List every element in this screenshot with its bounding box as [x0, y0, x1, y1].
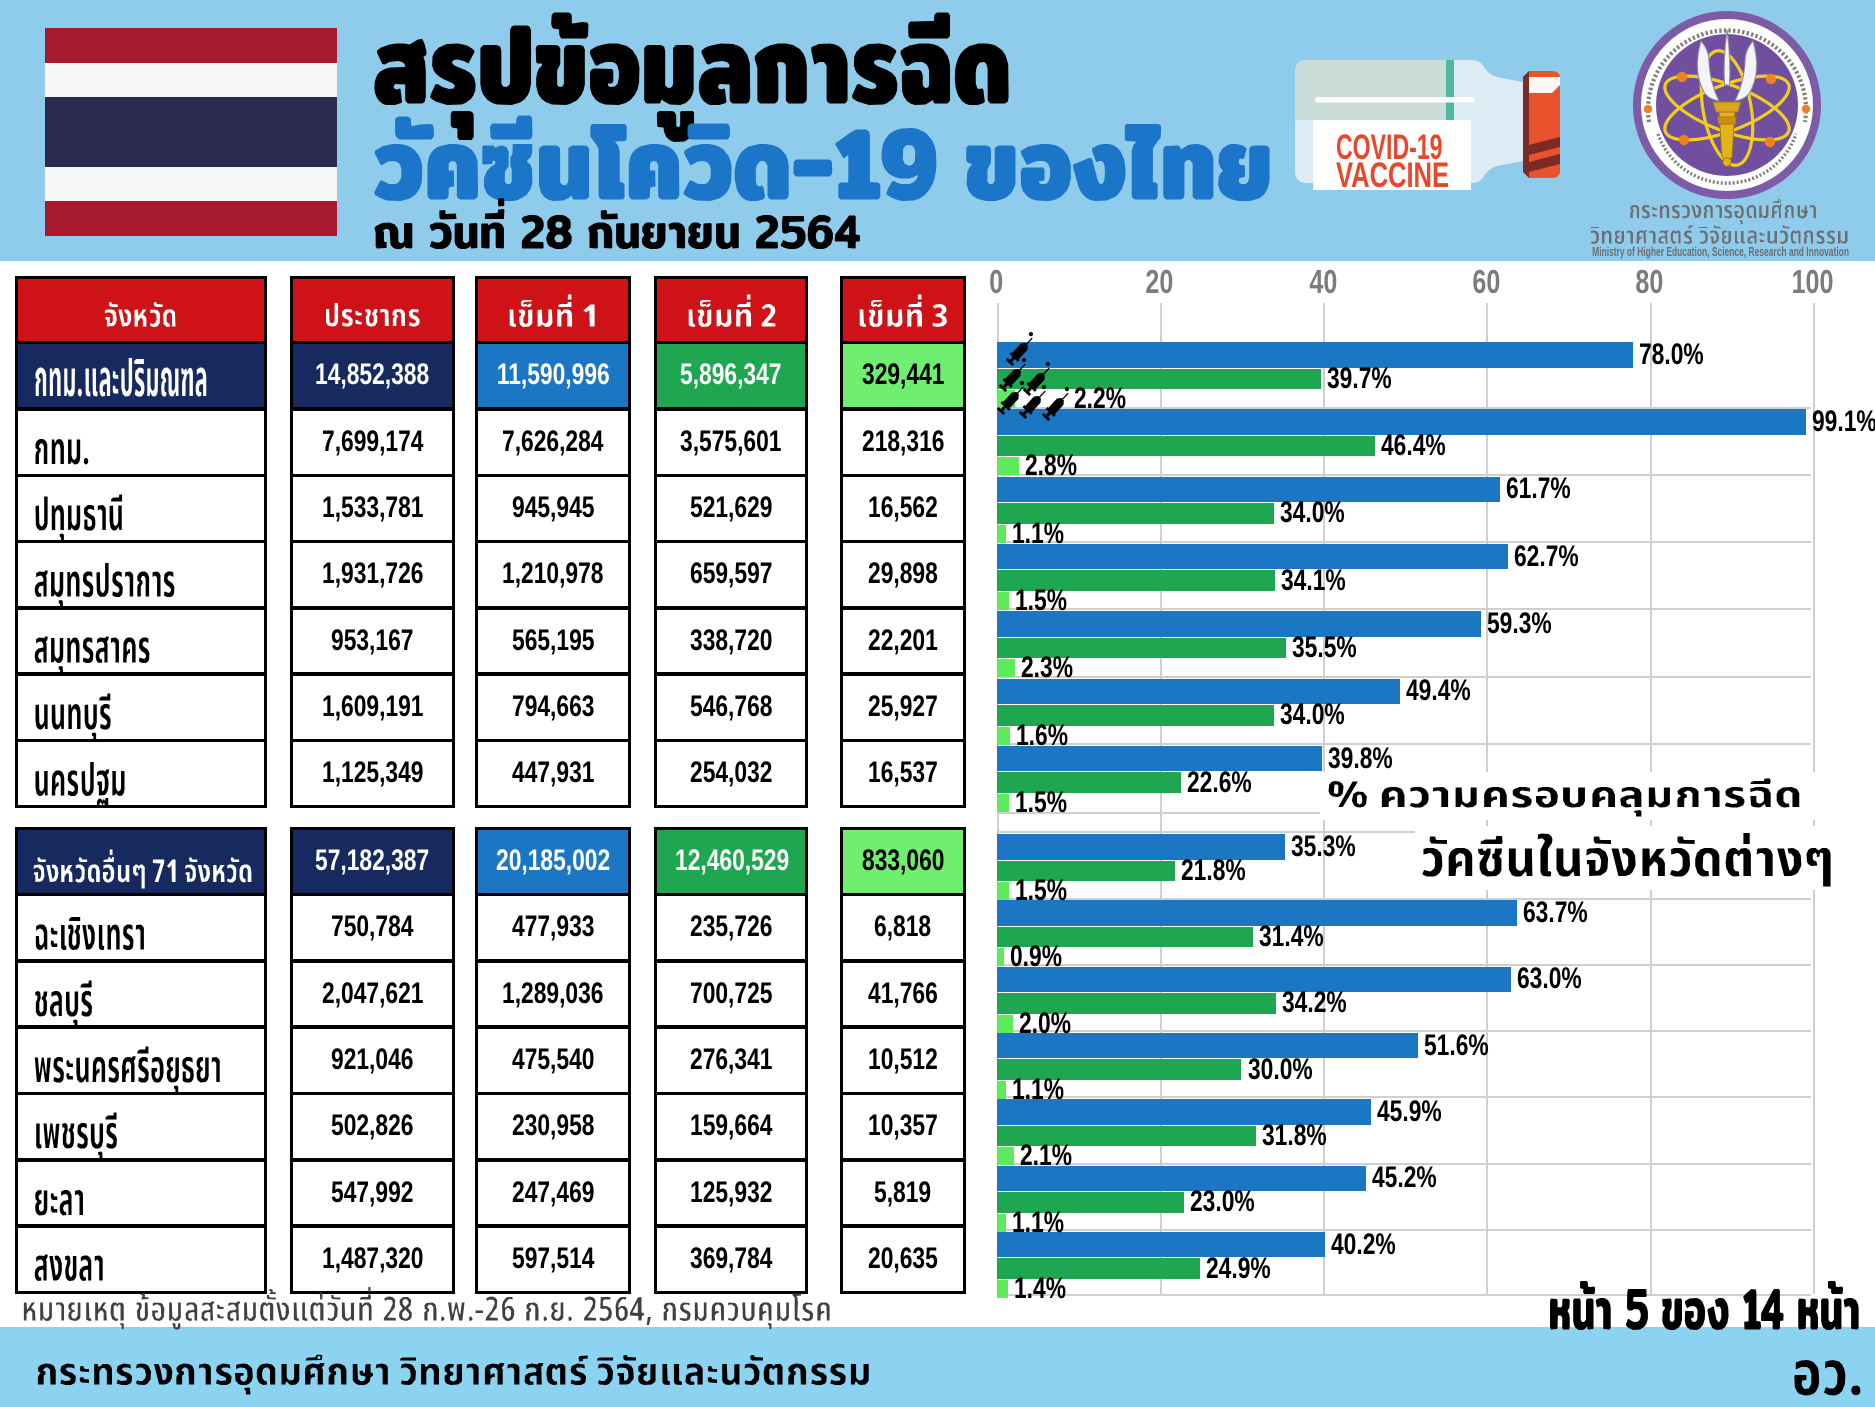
- svg-text:COVID-19: COVID-19: [1336, 128, 1443, 167]
- svg-text:VACCINE: VACCINE: [1336, 156, 1449, 195]
